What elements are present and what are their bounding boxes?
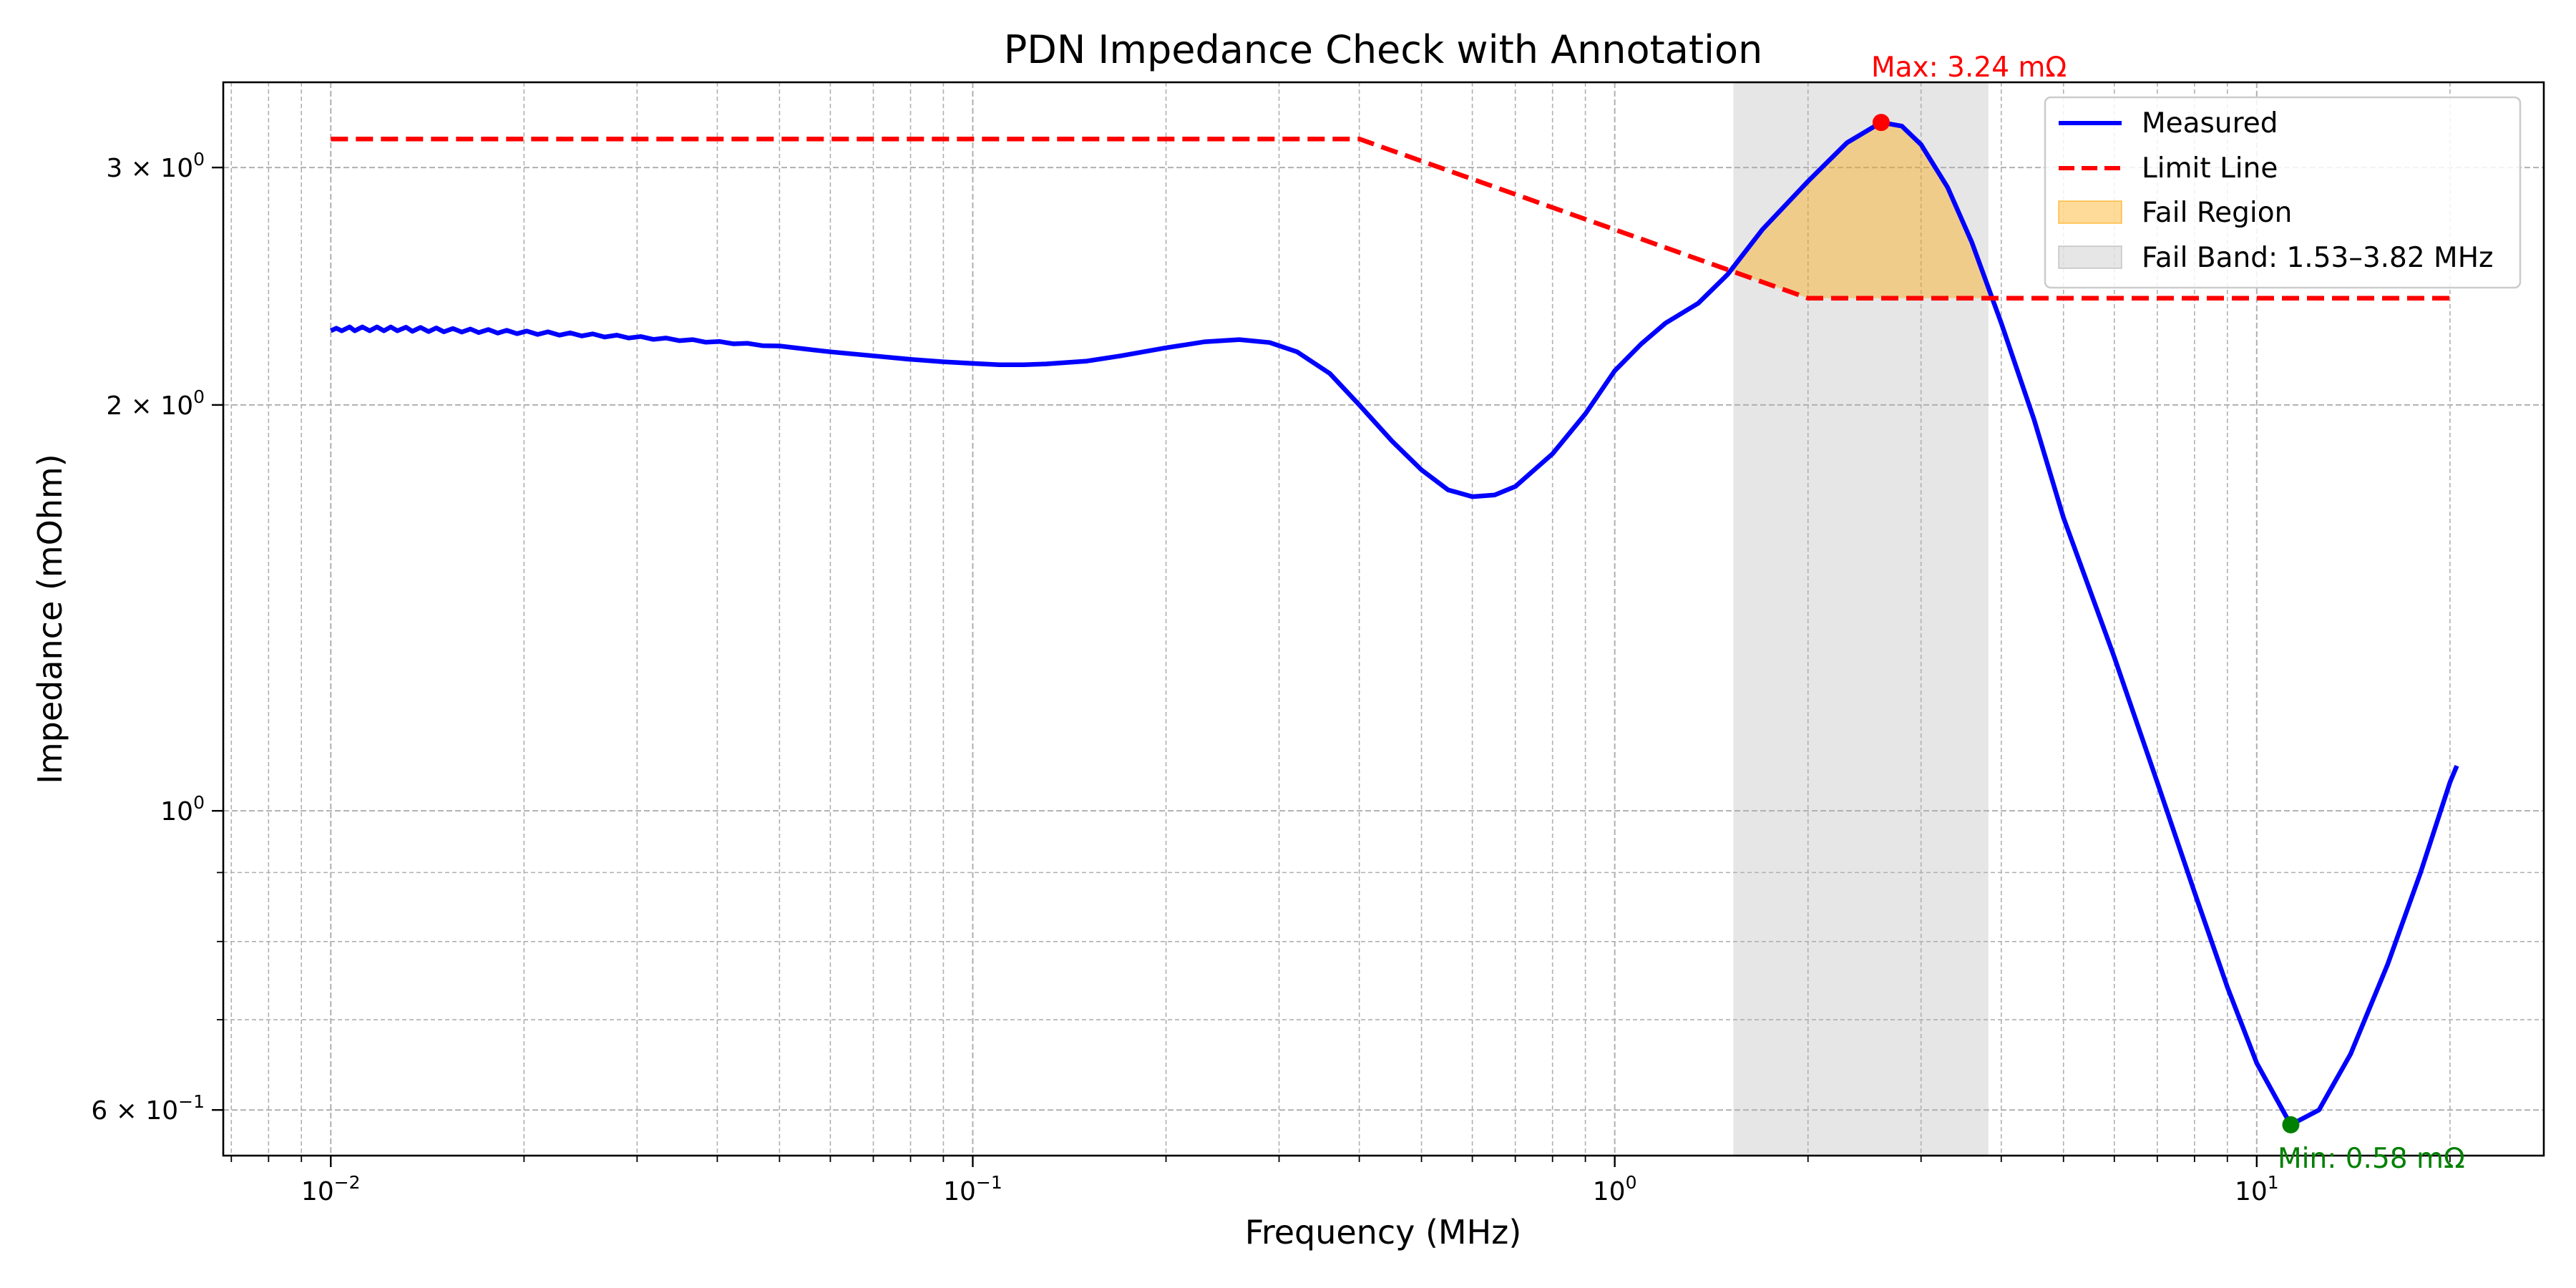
y-tick-label: 3 × 100 <box>106 149 205 183</box>
grid <box>223 82 2544 1156</box>
legend-label-measured: Measured <box>2142 107 2278 140</box>
series-layer <box>329 119 2459 1128</box>
legend-label-fail-region: Fail Region <box>2142 197 2292 229</box>
x-tick-label: 10−2 <box>301 1172 361 1206</box>
x-tick-label: 101 <box>2235 1172 2279 1206</box>
legend: Measured Limit Line Fail Region Fail Ban… <box>2044 96 2522 289</box>
marker-layer <box>1872 114 2300 1133</box>
y-axis-label: Impedance (mOhm) <box>31 454 69 784</box>
fail-region-layer <box>1733 122 1989 298</box>
axes-frame <box>222 81 2545 1157</box>
x-axis-label: Frequency (MHz) <box>1245 1213 1522 1252</box>
fail-region-fill <box>1733 122 1989 298</box>
measured-line <box>329 119 2459 1128</box>
legend-label-limit: Limit Line <box>2142 152 2278 185</box>
y-tick-label: 6 × 10−1 <box>91 1091 205 1126</box>
max-marker <box>1872 114 1890 132</box>
fail-band-layer <box>1733 82 1989 1156</box>
legend-box <box>2044 96 2522 289</box>
x-tick-label: 10−1 <box>943 1172 1002 1206</box>
ticks: 10−2 10−1 100 101 6 × 10−1 100 2 × 100 3 × 100 <box>91 149 2451 1206</box>
y-tick-label: 2 × 100 <box>106 386 205 421</box>
legend-swatch-fail-region <box>2058 200 2122 224</box>
min-annotation-label: Min: 0.58 mΩ <box>2278 1143 2465 1175</box>
min-marker <box>2282 1116 2300 1133</box>
fail-band-rect <box>1733 82 1989 1156</box>
max-annotation-label: Max: 3.24 mΩ <box>1871 52 2067 84</box>
legend-label-fail-band: Fail Band: 1.53–3.82 MHz <box>2142 242 2494 274</box>
y-tick-label: 100 <box>160 792 205 826</box>
chart-title: PDN Impedance Check with Annotation <box>1004 27 1763 72</box>
min-annotation: Min: 0.58 mΩ <box>2278 1143 2465 1175</box>
limit-line <box>331 136 2457 301</box>
x-tick-label: 100 <box>1593 1172 1637 1206</box>
legend-swatch-fail-band <box>2058 245 2122 269</box>
max-annotation: Max: 3.24 mΩ <box>1871 52 2067 84</box>
